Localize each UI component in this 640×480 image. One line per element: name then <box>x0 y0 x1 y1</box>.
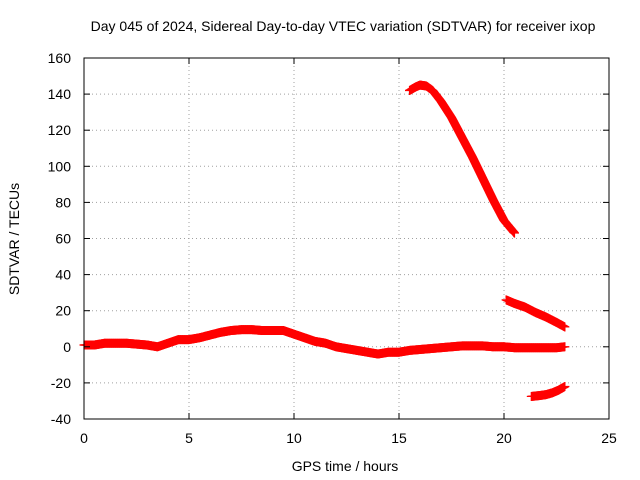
y-tick-label: 60 <box>55 231 71 247</box>
x-axis-label: GPS time / hours <box>292 458 399 474</box>
series-2 <box>405 80 519 238</box>
y-axis-label: SDTVAR / TECUs <box>6 183 22 295</box>
x-tick-label: 10 <box>286 430 302 446</box>
x-tick-label: 15 <box>391 430 407 446</box>
y-tick-label: 160 <box>48 50 72 66</box>
axis-ticks: 0 5 10 15 20 25 -40 -20 0 20 40 60 80 100 120 140 160 <box>48 50 617 446</box>
y-tick-label: 40 <box>55 267 71 283</box>
y-tick-label: -20 <box>51 375 71 391</box>
y-tick-label: 20 <box>55 303 71 319</box>
y-tick-label: 0 <box>63 339 71 355</box>
y-tick-label: 100 <box>48 158 72 174</box>
data-point <box>560 342 570 352</box>
x-tick-label: 20 <box>496 430 512 446</box>
grid-lines <box>84 58 609 419</box>
data-points <box>79 80 570 401</box>
y-tick-label: 120 <box>48 122 72 138</box>
x-tick-label: 0 <box>80 430 88 446</box>
series-3 <box>501 295 570 332</box>
x-tick-label: 5 <box>185 430 193 446</box>
x-tick-label: 25 <box>601 430 617 446</box>
data-point <box>510 228 519 238</box>
y-tick-label: -40 <box>51 411 71 427</box>
plot-frame <box>83 57 610 420</box>
data-point <box>560 382 570 392</box>
y-tick-label: 140 <box>48 86 72 102</box>
y-tick-label: 80 <box>55 194 71 210</box>
series-4 <box>526 382 570 401</box>
chart-title: Day 045 of 2024, Sidereal Day-to-day VTE… <box>91 18 596 34</box>
series-1 <box>79 325 570 359</box>
data-point <box>560 322 570 332</box>
